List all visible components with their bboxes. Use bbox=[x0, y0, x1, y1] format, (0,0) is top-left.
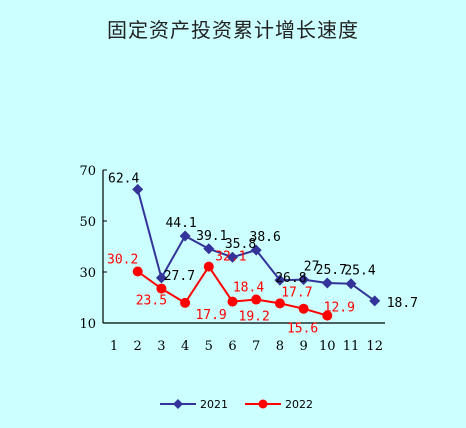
marker-2021 bbox=[179, 230, 191, 242]
series-markers bbox=[132, 183, 381, 321]
legend: 2021 2022 bbox=[160, 398, 313, 411]
marker-2022 bbox=[156, 283, 167, 294]
marker-2021 bbox=[132, 183, 144, 195]
marker-2021 bbox=[369, 295, 381, 307]
x-tick-label: 2 bbox=[134, 339, 142, 354]
x-tick-label: 9 bbox=[299, 339, 307, 354]
data-label-2022: 18.4 bbox=[233, 281, 264, 296]
marker-2021 bbox=[274, 274, 286, 286]
x-tick-label: 8 bbox=[276, 339, 284, 354]
marker-2022 bbox=[132, 266, 143, 277]
data-label-2021: 25.7 bbox=[316, 263, 347, 278]
y-tick-label: 70 bbox=[79, 164, 96, 179]
data-label-2022: 19.2 bbox=[239, 310, 270, 325]
data-label-2021: 25.4 bbox=[344, 264, 375, 279]
x-tick-label: 10 bbox=[319, 339, 336, 354]
x-tick-label: 7 bbox=[252, 339, 260, 354]
data-label-2021: 27 bbox=[304, 260, 320, 275]
data-label-2021: 35.8 bbox=[225, 237, 256, 252]
chart-title: 固定资产投资累计增长速度 bbox=[107, 18, 359, 42]
marker-2021 bbox=[155, 272, 167, 284]
legend-marker-2022 bbox=[258, 399, 268, 409]
x-tick-label: 6 bbox=[228, 339, 236, 354]
data-label-2021: 44.1 bbox=[165, 216, 196, 231]
x-tick-label: 4 bbox=[181, 339, 189, 354]
data-label-2021: 18.7 bbox=[387, 296, 418, 311]
marker-2022 bbox=[180, 297, 191, 308]
y-tick-label: 30 bbox=[79, 266, 96, 281]
marker-2021 bbox=[345, 278, 357, 290]
y-tick-label: 50 bbox=[79, 215, 96, 230]
marker-2021 bbox=[203, 243, 215, 255]
data-label-2022: 32.1 bbox=[215, 250, 246, 265]
data-label-2022: 23.5 bbox=[136, 294, 167, 309]
data-label-2021: 26.8 bbox=[275, 271, 306, 286]
data-label-2022: 17.9 bbox=[195, 308, 226, 323]
data-label-2021: 38.6 bbox=[250, 230, 281, 245]
axes bbox=[102, 169, 385, 324]
marker-2021 bbox=[298, 274, 310, 286]
data-label-2022: 12.9 bbox=[324, 301, 355, 316]
data-label-2021: 62.4 bbox=[108, 171, 139, 186]
marker-2021 bbox=[250, 244, 262, 256]
marker-2022 bbox=[203, 261, 214, 272]
marker-2022 bbox=[298, 303, 309, 314]
legend-marker-2021 bbox=[173, 399, 183, 409]
data-label-2022: 30.2 bbox=[107, 252, 138, 267]
data-label-2021: 27.7 bbox=[164, 269, 195, 284]
data-label-2022: 17.7 bbox=[281, 285, 312, 300]
x-tick-label: 3 bbox=[157, 339, 165, 354]
legend-label-2022: 2022 bbox=[285, 398, 313, 411]
x-tick-label: 1 bbox=[110, 339, 118, 354]
marker-2022 bbox=[251, 294, 262, 305]
marker-2022 bbox=[322, 310, 333, 321]
marker-2022 bbox=[274, 298, 285, 309]
x-tick-label: 5 bbox=[205, 339, 213, 354]
x-tick-label: 11 bbox=[343, 339, 360, 354]
marker-2021 bbox=[321, 277, 333, 289]
data-label-2021: 39.1 bbox=[196, 229, 227, 244]
legend-label-2021: 2021 bbox=[200, 398, 228, 411]
data-label-2022: 15.6 bbox=[287, 322, 318, 337]
x-tick-label: 12 bbox=[366, 339, 383, 354]
y-tick-label: 10 bbox=[79, 317, 96, 332]
marker-2022 bbox=[227, 296, 238, 307]
marker-2021 bbox=[227, 251, 238, 263]
